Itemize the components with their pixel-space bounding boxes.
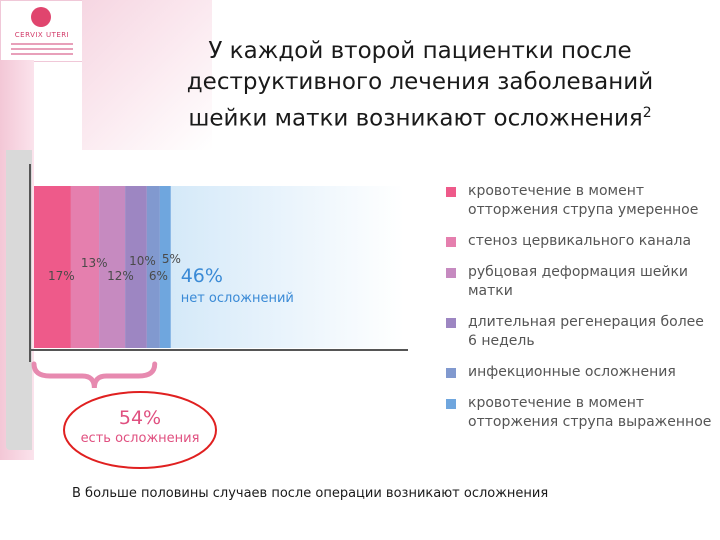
logo: CERVIX UTERI bbox=[0, 0, 84, 62]
legend-item: длительная регенерация более 6 недель bbox=[442, 313, 714, 351]
title-footnote: 2 bbox=[642, 105, 652, 121]
legend-label: стеноз цервикального канала bbox=[468, 233, 692, 249]
bar-segment bbox=[125, 186, 147, 348]
legend-swatch bbox=[446, 237, 456, 247]
legend-swatch bbox=[446, 187, 456, 197]
decorative-background bbox=[82, 0, 212, 150]
data-label: 5% bbox=[162, 252, 181, 266]
data-label: нет осложнений bbox=[181, 291, 294, 306]
bar-segment bbox=[70, 186, 100, 348]
legend-item: инфекционные осложнения bbox=[442, 363, 714, 382]
legend-item: стеноз цервикального канала bbox=[442, 232, 714, 251]
callout-text: есть осложнения bbox=[81, 431, 200, 446]
callout-value: 54% bbox=[119, 407, 161, 429]
bar-segment bbox=[99, 186, 126, 348]
title-text: У каждой второй пациентки после деструкт… bbox=[186, 38, 654, 132]
logo-divider bbox=[11, 48, 73, 50]
callout-brace bbox=[31, 361, 158, 389]
legend-item: кровотечение в момент отторжения струпа … bbox=[442, 394, 714, 432]
page-title: У каждой второй пациентки после деструкт… bbox=[150, 36, 690, 135]
bar-segment bbox=[34, 186, 71, 348]
logo-name: CERVIX UTERI bbox=[14, 31, 70, 39]
data-label: 46% bbox=[181, 265, 223, 287]
footer-caption: В больше половины случаев после операции… bbox=[72, 486, 549, 501]
legend-label: длительная регенерация более 6 недель bbox=[468, 314, 704, 349]
legend-item: кровотечение в момент отторжения струпа … bbox=[442, 182, 714, 220]
logo-emblem-icon bbox=[31, 7, 51, 27]
legend-swatch bbox=[446, 368, 456, 378]
legend-swatch bbox=[446, 268, 456, 278]
legend-swatch bbox=[446, 318, 456, 328]
data-label: 6% bbox=[149, 269, 168, 283]
legend-label: кровотечение в момент отторжения струпа … bbox=[468, 395, 712, 430]
legend-label: рубцовая деформация шейки матки bbox=[468, 264, 689, 299]
legend-label: кровотечение в момент отторжения струпа … bbox=[468, 183, 699, 218]
data-label: 12% bbox=[107, 269, 134, 283]
decorative-shape bbox=[6, 150, 32, 450]
bar-segment bbox=[159, 186, 171, 348]
legend-label: инфекционные осложнения bbox=[468, 364, 676, 380]
data-label: 10% bbox=[129, 254, 156, 268]
legend-swatch bbox=[446, 399, 456, 409]
bar-segment bbox=[146, 186, 160, 348]
data-label: 17% bbox=[48, 269, 75, 283]
chart-legend: кровотечение в момент отторжения струпа … bbox=[442, 182, 714, 432]
data-label: 13% bbox=[81, 256, 108, 270]
callout-ring bbox=[63, 391, 217, 469]
legend-item: рубцовая деформация шейки матки bbox=[442, 263, 714, 301]
logo-divider bbox=[11, 43, 73, 45]
stacked-bar-chart: 17% 13%12%10%6% 5%46% нет осложнений 54% ест… bbox=[29, 164, 408, 469]
logo-divider bbox=[11, 53, 73, 55]
